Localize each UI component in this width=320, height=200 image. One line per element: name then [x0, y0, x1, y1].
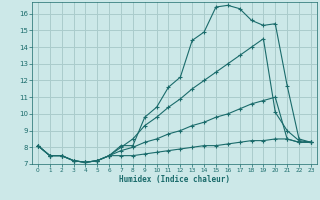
- X-axis label: Humidex (Indice chaleur): Humidex (Indice chaleur): [119, 175, 230, 184]
